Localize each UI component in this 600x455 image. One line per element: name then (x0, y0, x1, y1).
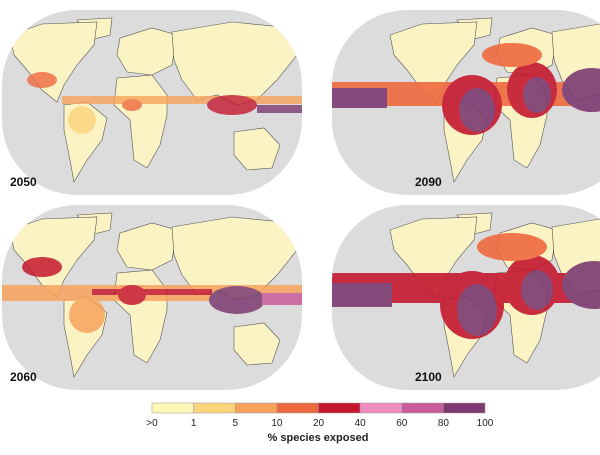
legend-swatch (318, 402, 361, 414)
map-label: 2090 (415, 175, 442, 189)
map-panel: 2060 (2, 205, 302, 390)
legend-tick-label: 100 (477, 418, 494, 429)
map-panel: 2100 (332, 205, 600, 390)
legend-tick-label: 20 (313, 418, 325, 429)
map-panel: 2090 (332, 10, 600, 195)
legend-tick-label: 40 (355, 418, 367, 429)
legend: % species exposed >0 1 5 10 20 40 60 80 100 (146, 402, 494, 444)
map-label: 2050 (10, 175, 37, 189)
legend-swatch (359, 402, 402, 414)
legend-swatch (151, 402, 194, 414)
legend-swatch (276, 402, 319, 414)
legend-swatch (443, 402, 486, 414)
legend-tick-label: 10 (271, 418, 283, 429)
legend-title: % species exposed (268, 432, 369, 444)
legend-tick-label: 60 (396, 418, 408, 429)
map-label: 2100 (415, 370, 442, 384)
legend-tick-label: 5 (232, 418, 238, 429)
legend-swatch (193, 402, 236, 414)
legend-swatch (401, 402, 444, 414)
legend-tick-label: 80 (438, 418, 450, 429)
legend-tick-label: 1 (191, 418, 197, 429)
legend-tick-label: >0 (146, 418, 158, 429)
map-label: 2060 (10, 370, 37, 384)
legend-swatch (235, 402, 278, 414)
map-panel: 2050 (2, 10, 302, 195)
